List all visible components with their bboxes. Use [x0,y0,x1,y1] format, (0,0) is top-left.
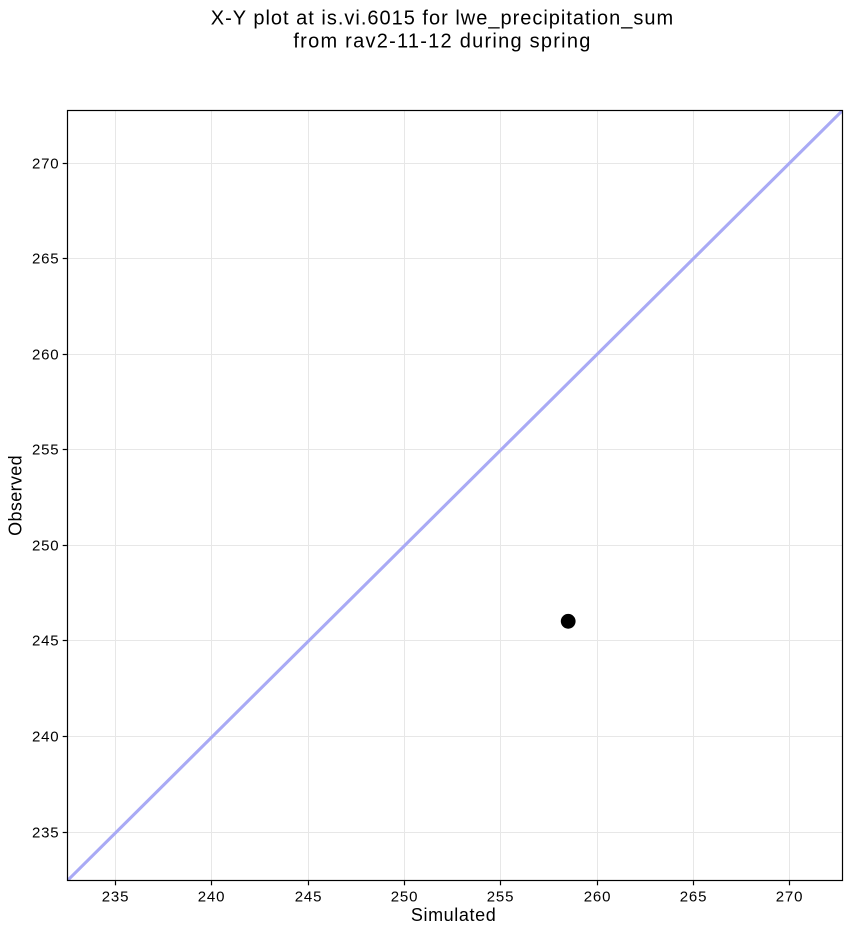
svg-text:270: 270 [776,888,803,905]
svg-text:255: 255 [32,442,59,459]
svg-text:260: 260 [584,888,611,905]
svg-text:from rav2-11-12 during spring: from rav2-11-12 during spring [293,31,591,53]
svg-text:255: 255 [487,888,514,905]
svg-text:Simulated: Simulated [411,905,496,925]
svg-text:265: 265 [680,888,707,905]
svg-text:X-Y plot at is.vi.6015 for lwe: X-Y plot at is.vi.6015 for lwe_precipita… [211,8,674,30]
svg-text:240: 240 [32,729,59,746]
svg-text:250: 250 [391,888,418,905]
svg-text:245: 245 [295,888,322,905]
svg-text:265: 265 [32,251,59,268]
svg-text:235: 235 [32,825,59,842]
svg-text:Observed: Observed [6,455,26,536]
svg-text:260: 260 [32,347,59,364]
svg-text:240: 240 [198,888,225,905]
svg-text:245: 245 [32,633,59,650]
svg-text:235: 235 [102,888,129,905]
svg-text:270: 270 [32,156,59,173]
svg-text:250: 250 [32,538,59,555]
